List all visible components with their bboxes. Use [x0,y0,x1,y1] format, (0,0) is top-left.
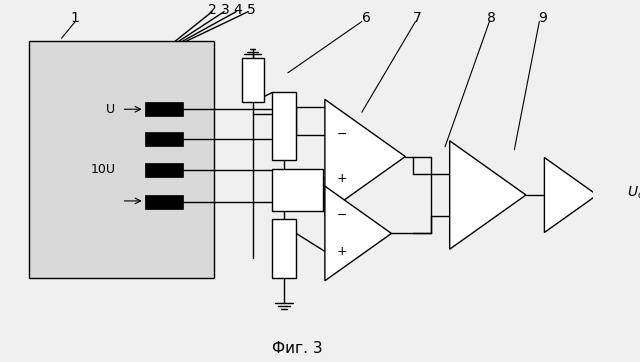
Text: 10U: 10U [91,163,116,176]
Bar [145,195,184,209]
Text: 4: 4 [234,3,243,17]
Text: $U_c$: $U_c$ [627,185,640,201]
Bar [145,102,184,116]
Bar [145,132,184,146]
Text: +: + [336,245,347,258]
Text: U: U [106,103,115,116]
Bar [145,164,184,177]
Bar [272,92,296,160]
Bar [29,41,214,278]
Text: 3: 3 [221,3,230,17]
Polygon shape [450,141,526,249]
Bar [272,169,323,211]
Text: −: − [336,209,347,222]
Text: +: + [336,172,347,185]
Text: 9: 9 [538,10,547,25]
Polygon shape [325,186,392,281]
Bar [272,219,296,278]
Text: 6: 6 [362,10,371,25]
Text: 1: 1 [71,10,80,25]
Text: 8: 8 [487,10,496,25]
Text: 2: 2 [208,3,216,17]
Text: 7: 7 [413,10,422,25]
Bar [242,58,264,102]
Polygon shape [325,100,405,214]
Polygon shape [545,157,597,232]
Text: Фиг. 3: Фиг. 3 [272,341,323,356]
Text: −: − [336,129,347,142]
Text: 5: 5 [246,3,255,17]
